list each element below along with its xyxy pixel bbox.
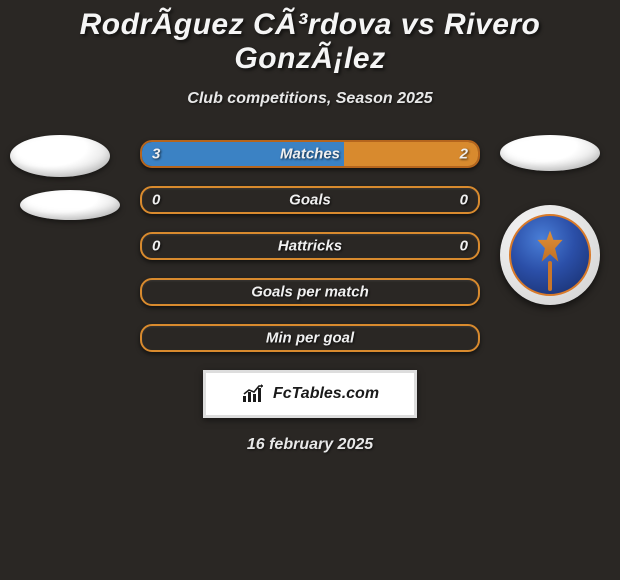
player-right-avatar <box>500 135 600 171</box>
stat-bar: 0 0Hattricks <box>140 232 480 260</box>
comparison-panel: 32Matches00Goals00HattricksGoals per mat… <box>0 140 620 454</box>
stat-bar: 0 0Goals <box>140 186 480 214</box>
stat-bar: Min per goal <box>140 324 480 352</box>
stat-bar: Goals per match <box>140 278 480 306</box>
source-badge: FcTables.com <box>203 370 417 418</box>
player-left-avatar <box>10 135 110 177</box>
stat-bar: 32Matches <box>140 140 480 168</box>
bar-value-right: 0 <box>460 192 468 209</box>
bar-label: Goals <box>142 192 478 209</box>
player-right-club-badge <box>500 205 600 305</box>
bar-value-left: 3 <box>152 146 160 163</box>
subtitle: Club competitions, Season 2025 <box>0 90 620 108</box>
page-title: RodrÃ­guez CÃ³rdova vs Rivero GonzÃ¡lez <box>0 0 620 76</box>
trident-icon <box>509 214 591 296</box>
stat-bars: 32Matches00Goals00HattricksGoals per mat… <box>140 140 480 352</box>
bar-value-left: 0 <box>152 192 160 209</box>
date-label: 16 february 2025 <box>0 436 620 454</box>
bar-fill-right <box>344 142 478 166</box>
bar-label: Hattricks <box>142 238 478 255</box>
source-label: FcTables.com <box>273 385 379 403</box>
bar-value-left: 0 <box>152 238 160 255</box>
chart-icon <box>241 384 267 404</box>
bar-label: Min per goal <box>142 330 478 347</box>
bar-label: Goals per match <box>142 284 478 301</box>
player-left-club <box>20 190 120 220</box>
bar-value-right: 2 <box>460 146 468 163</box>
bar-fill-left <box>142 142 344 166</box>
bar-value-right: 0 <box>460 238 468 255</box>
